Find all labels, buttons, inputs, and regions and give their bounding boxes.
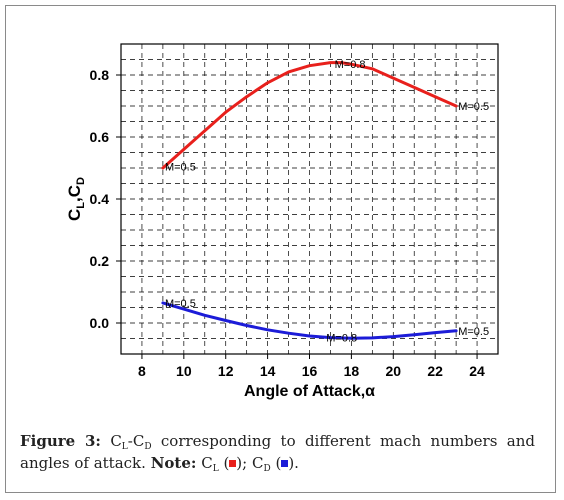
series-line-1 <box>161 301 458 340</box>
caption-cl: CL <box>110 432 128 452</box>
cd-legend-swatch <box>281 460 289 467</box>
x-tick-label: 18 <box>344 363 360 379</box>
axis-ticks: 8 10 12 14 16 18 20 22 24 0.0 0.2 0.4 0.6 0.8 <box>90 67 486 379</box>
mach-annotation: M=0.8 <box>326 333 357 345</box>
caption-note-cl: CL <box>201 454 219 474</box>
x-axis-label: Angle of Attack,α <box>244 383 375 400</box>
x-tick-label: 24 <box>469 363 485 379</box>
caption-note-label: Note: <box>150 454 197 472</box>
y-label-sub1: L <box>75 202 87 209</box>
x-tick-label: 8 <box>138 363 146 379</box>
caption-label: Figure 3: <box>20 432 101 450</box>
y-label-c1: C <box>65 209 84 221</box>
y-label-sub2: D <box>75 177 87 185</box>
caption-note-sep: ; <box>242 454 252 472</box>
caption-note-end: . <box>294 454 299 472</box>
line-chart: 8 10 12 14 16 18 20 22 240.00.20.40.60.8 M=0.8M=… <box>65 43 499 400</box>
mach-annotation: M=0.5 <box>458 326 489 338</box>
mach-annotation: M=0.5 <box>165 298 196 310</box>
mach-annotation: M=0.8 <box>335 59 366 71</box>
y-tick-label: 0.2 <box>90 253 110 269</box>
cl-legend-swatch <box>229 460 237 467</box>
y-axis-label: CL,CD <box>65 177 87 221</box>
mach-annotation: M=0.5 <box>165 161 196 173</box>
x-tick-label: 16 <box>302 363 318 379</box>
y-tick-label: 0.6 <box>90 129 110 145</box>
x-tick-label: 10 <box>176 363 192 379</box>
series <box>161 61 458 340</box>
y-label-sep: ,C <box>65 185 84 202</box>
x-tick-label: 20 <box>385 363 401 379</box>
caption-cd: CD <box>132 432 152 452</box>
caption-text: corresponding to different mach numbers … <box>20 432 535 472</box>
caption-note-cd: CD <box>251 454 271 474</box>
caption-dash: - <box>127 432 133 450</box>
figure-caption: Figure 3: CL-CD corresponding to differe… <box>20 432 535 474</box>
x-tick-label: 14 <box>260 363 276 379</box>
x-tick-label: 12 <box>218 363 234 379</box>
series-line-0 <box>161 61 458 170</box>
y-tick-label: 0.4 <box>90 191 110 207</box>
figure-frame <box>5 5 556 493</box>
y-tick-label: 0.0 <box>90 315 110 331</box>
annotations: M=0.8 M=0.5 M=0.5 M=0.5 M=0.8 M=0.5 <box>165 59 489 344</box>
x-tick-label: 22 <box>427 363 443 379</box>
y-tick-label: 0.8 <box>90 67 110 83</box>
grid <box>121 44 498 354</box>
mach-annotation: M=0.5 <box>458 101 489 113</box>
